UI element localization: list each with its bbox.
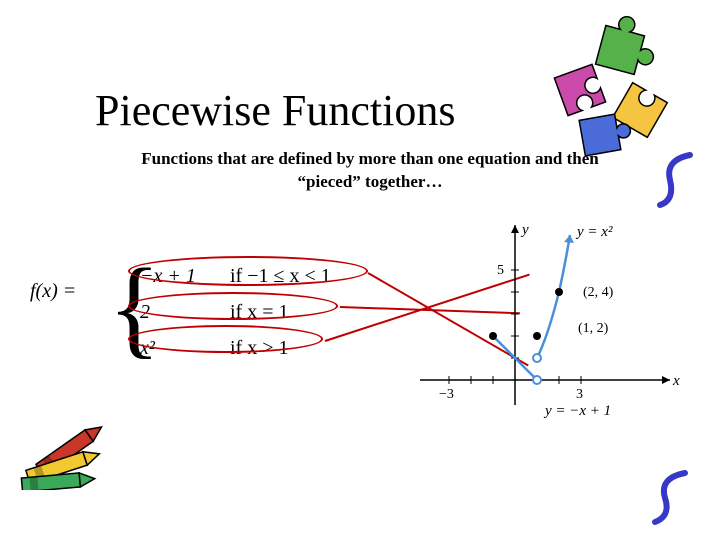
- case-cond-1: if −1 ≤ x < 1: [230, 265, 331, 288]
- case-expr-1: −x + 1: [140, 265, 230, 288]
- case-cond-3: if x > 1: [230, 337, 289, 360]
- piecewise-graph: y x 5 −3 3 (2, 4) (1, 2) y = x² y = −x +…: [405, 210, 685, 420]
- y-tick-5: 5: [497, 263, 504, 278]
- point-label-24: (2, 4): [583, 285, 614, 300]
- x-tick-3: 3: [576, 387, 583, 402]
- x-tick-neg3: −3: [439, 387, 454, 402]
- eq-label-top: y = x²: [575, 224, 613, 240]
- case-cond-2: if x = 1: [230, 301, 289, 324]
- swirl-decoration-top: [650, 150, 700, 210]
- crayons-decoration: [20, 395, 135, 490]
- case-expr-2: 2: [140, 301, 230, 324]
- swirl-decoration-bottom: [647, 470, 695, 525]
- case-expr-3: x²: [140, 337, 230, 360]
- eq-label-bottom: y = −x + 1: [543, 403, 611, 419]
- x-axis-label: x: [672, 373, 680, 389]
- puzzle-decoration: [540, 10, 700, 170]
- subtitle: Functions that are defined by more than …: [135, 148, 605, 194]
- page-title: Piecewise Functions: [95, 85, 456, 136]
- piecewise-cases: −x + 1 if −1 ≤ x < 1 2 if x = 1 x² if x …: [140, 258, 331, 366]
- function-lhs: f(x) =: [30, 280, 76, 303]
- y-axis-label: y: [520, 222, 529, 238]
- point-label-12: (1, 2): [578, 321, 609, 336]
